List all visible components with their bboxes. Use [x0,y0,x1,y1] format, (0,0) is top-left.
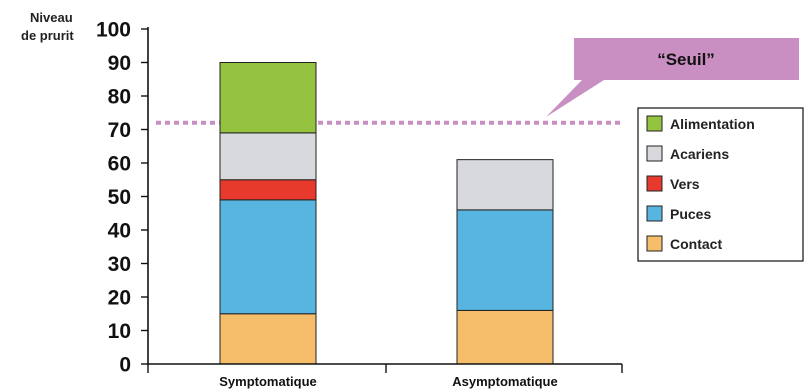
threshold-callout: “Seuil” [546,38,799,117]
bar-stack-symptomatique [219,62,317,365]
bar-segment-symptomatique-contact [219,313,317,365]
y-tick-label-50: 50 [108,186,131,209]
legend-label-acariens: Acariens [670,146,729,162]
legend-frame [637,107,804,262]
legend-swatch-puces [646,205,663,222]
y-tick-label-60: 60 [108,153,131,176]
legend: Alimentation Acariens Vers Puces Contact [637,107,804,262]
legend-label-vers: Vers [670,176,700,192]
threshold-callout-label: “Seuil” [657,50,715,69]
threshold-callout-box [574,38,799,80]
bar-segment-asymptomatique-contact [456,309,554,365]
legend-swatch-acariens [646,145,663,162]
y-tick-label-70: 70 [108,119,131,142]
bar-segment-symptomatique-acariens [219,132,317,181]
y-tick-label-100: 100 [96,19,131,42]
bar-segment-symptomatique-alimentation [219,62,317,134]
bar-segment-asymptomatique-puces [456,209,554,311]
legend-swatch-contact [646,235,663,252]
bar-stack-asymptomatique [456,159,554,365]
legend-swatch-alimentation [646,115,663,132]
y-tick-label-80: 80 [108,86,131,109]
y-axis-label-line-2: de prurit [21,28,74,43]
plot-area: 0 10 20 30 40 50 60 70 80 90 100 Symptomatique Asym… [96,19,623,389]
bar-segment-symptomatique-vers [219,179,317,201]
y-tick-label-0: 0 [119,354,131,377]
y-tick-label-90: 90 [108,52,131,75]
bar-segment-asymptomatique-acariens [456,159,554,211]
bar-segment-symptomatique-puces [219,199,317,315]
y-tick-label-10: 10 [108,320,131,343]
y-tick-label-30: 30 [108,253,131,276]
axes [147,27,623,373]
x-category-label-symptomatique: Symptomatique [219,374,317,389]
y-tick-label-20: 20 [108,287,131,310]
y-axis-label-line-1: Niveau [30,10,73,25]
legend-label-alimentation: Alimentation [670,116,755,132]
bars [219,62,554,365]
y-tick-label-40: 40 [108,220,131,243]
x-categories: Symptomatique Asymptomatique [219,374,557,389]
legend-label-contact: Contact [670,236,722,252]
threshold-callout-pointer [546,80,604,117]
legend-swatch-vers [646,175,663,192]
y-ticks: 0 10 20 30 40 50 60 70 80 90 100 [96,19,148,377]
legend-label-puces: Puces [670,206,711,222]
x-category-label-asymptomatique: Asymptomatique [452,374,557,389]
